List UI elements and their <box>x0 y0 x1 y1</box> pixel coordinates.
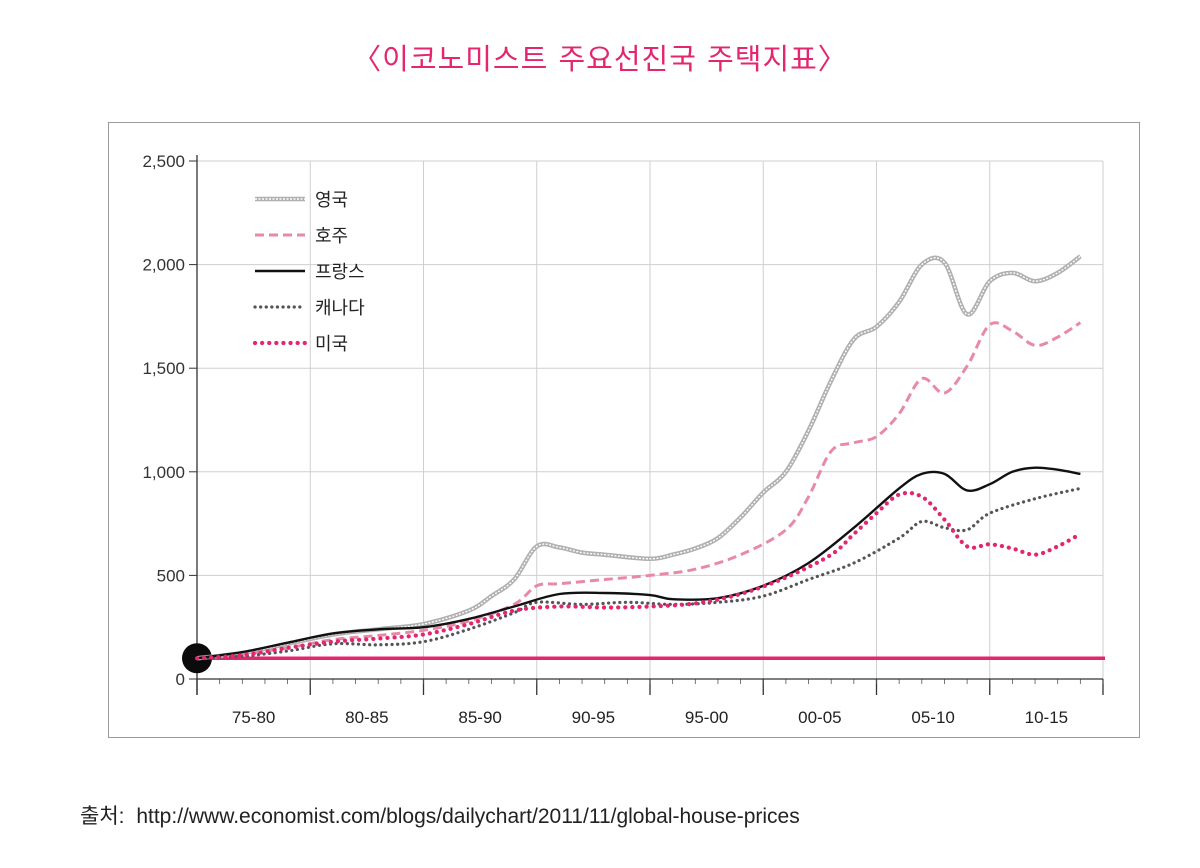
x-tick-label: 95-00 <box>685 708 728 727</box>
x-tick-label: 05-10 <box>911 708 954 727</box>
legend-label: 캐나다 <box>315 298 365 319</box>
x-tick-label: 10-15 <box>1025 708 1068 727</box>
x-tick-label: 90-95 <box>572 708 615 727</box>
legend-label: 미국 <box>315 334 348 355</box>
grid <box>196 160 1104 680</box>
source-citation: 출처: http://www.economist.com/blogs/daily… <box>80 800 800 830</box>
x-tick-label: 85-90 <box>458 708 501 727</box>
chart-frame: 0 500 1,000 1,500 2,000 2,500 75-80 80-85 85-90 9… <box>108 122 1140 738</box>
legend-label: 호주 <box>315 226 348 247</box>
series-line-4 <box>194 490 1083 661</box>
y-tick-label: 1,500 <box>142 359 185 378</box>
source-url[interactable]: http://www.economist.com/blogs/dailychar… <box>136 805 800 828</box>
line-chart: 0 500 1,000 1,500 2,000 2,500 75-80 80-85 85-90 9… <box>142 152 1105 727</box>
series-lines <box>182 254 1105 674</box>
page-title: 〈이코노미스트 주요선진국 주택지표〉 <box>352 42 848 76</box>
y-tick-label: 0 <box>176 670 185 689</box>
series-line-2 <box>196 466 1081 660</box>
source-label: 출처: <box>80 805 125 828</box>
y-tick-label: 1,000 <box>142 463 185 482</box>
series-line-1 <box>196 321 1082 660</box>
y-tick-label: 500 <box>157 566 185 585</box>
y-tick-label: 2,500 <box>142 152 185 171</box>
x-tick-label: 80-85 <box>345 708 388 727</box>
x-tick-label: 75-80 <box>232 708 275 727</box>
series-line-0-inner <box>196 255 1081 659</box>
x-tick-label: 00-05 <box>798 708 841 727</box>
y-tick-label: 2,000 <box>142 256 185 275</box>
legend-label: 영국 <box>315 190 348 211</box>
series-line-3 <box>195 486 1082 660</box>
legend-label: 프랑스 <box>315 262 365 283</box>
axes: 0 500 1,000 1,500 2,000 2,500 75-80 80-85 85-90 9… <box>142 152 1104 727</box>
